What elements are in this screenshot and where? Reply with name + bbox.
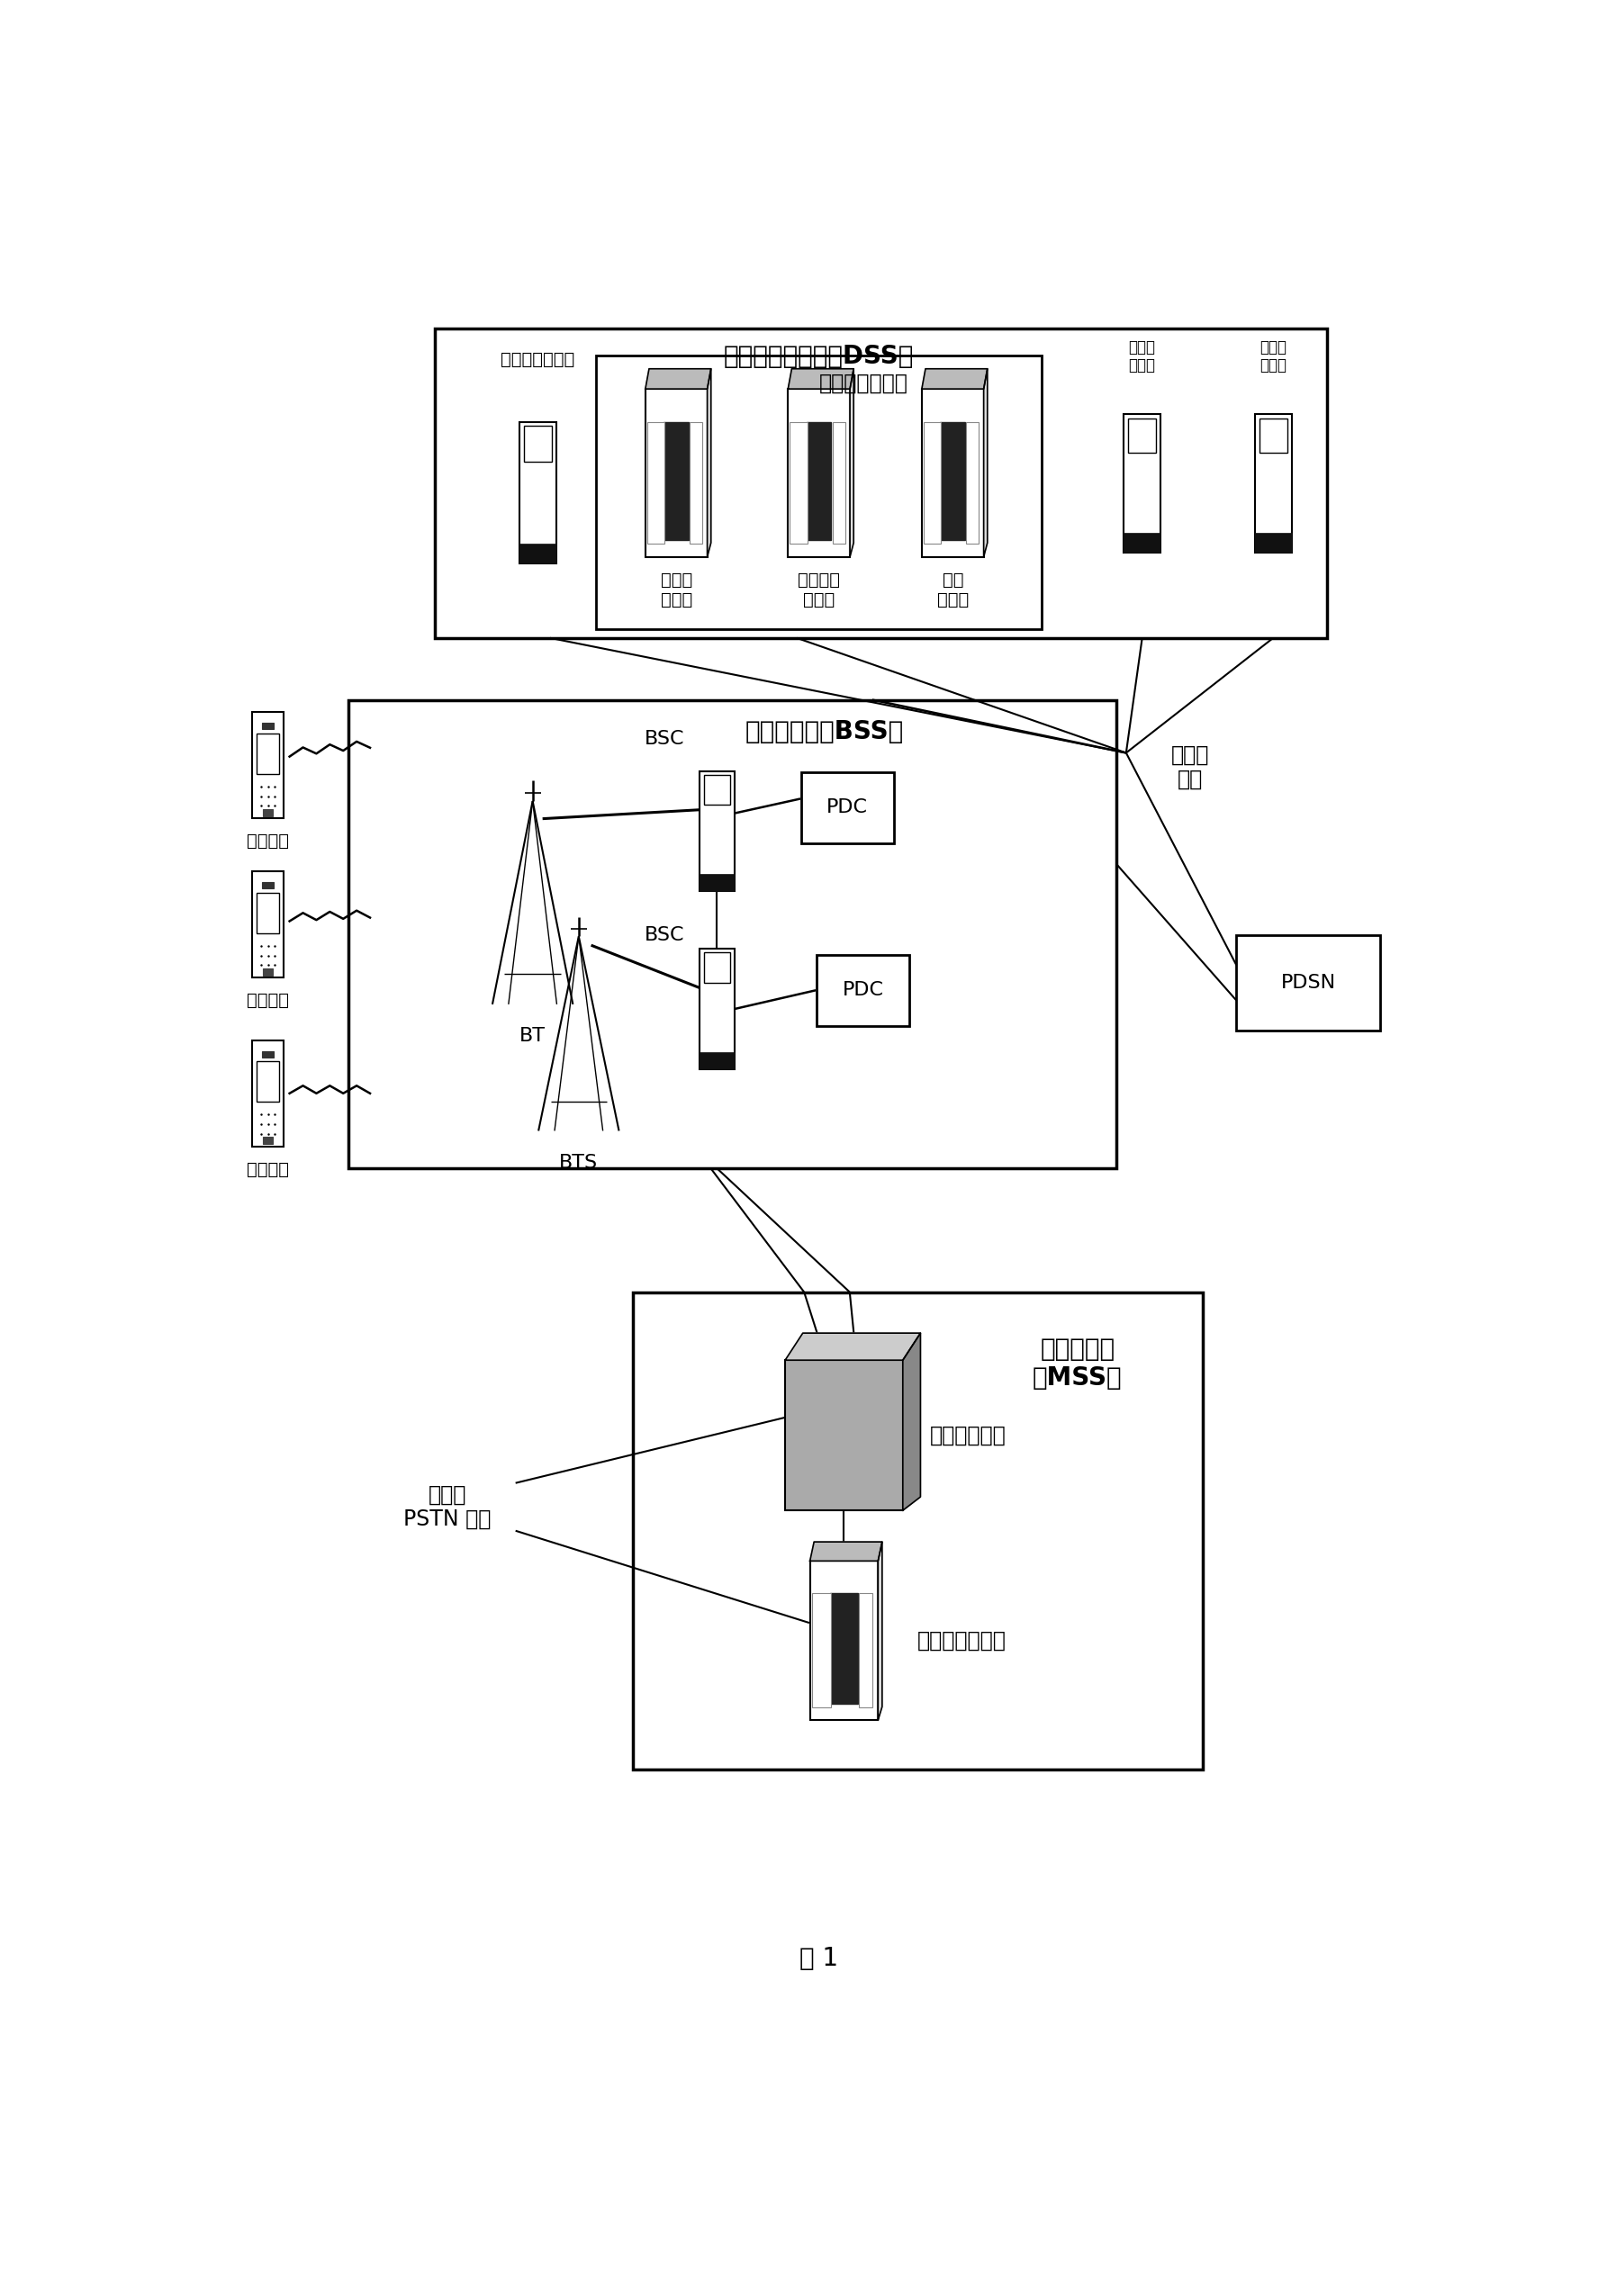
Bar bbox=[435, 328, 1326, 638]
Text: BSC: BSC bbox=[646, 730, 686, 748]
Bar bbox=[1128, 418, 1155, 452]
Bar bbox=[789, 422, 807, 544]
Bar bbox=[264, 808, 273, 817]
Text: 集群调度服务器: 集群调度服务器 bbox=[500, 351, 575, 367]
Text: PDSN: PDSN bbox=[1280, 974, 1336, 992]
Polygon shape bbox=[785, 1334, 920, 1359]
Polygon shape bbox=[646, 370, 711, 388]
Bar bbox=[924, 422, 941, 544]
Bar bbox=[860, 1593, 873, 1708]
Bar bbox=[647, 422, 665, 544]
Text: PDC: PDC bbox=[842, 980, 884, 999]
Text: 集群鉴权服务器: 集群鉴权服务器 bbox=[820, 372, 908, 395]
Polygon shape bbox=[984, 370, 988, 558]
Bar bbox=[1254, 413, 1291, 553]
Text: 图 1: 图 1 bbox=[799, 1947, 839, 1972]
Bar bbox=[519, 422, 556, 563]
Polygon shape bbox=[708, 370, 711, 558]
Bar bbox=[812, 1593, 831, 1708]
Text: 交换子系统
（MSS）: 交换子系统 （MSS） bbox=[1032, 1336, 1122, 1391]
Bar bbox=[705, 953, 730, 983]
Bar bbox=[785, 1359, 903, 1511]
Bar bbox=[700, 771, 733, 891]
Text: 集群终端: 集群终端 bbox=[246, 992, 289, 1010]
Bar bbox=[833, 422, 845, 544]
Bar bbox=[262, 723, 275, 730]
Polygon shape bbox=[877, 1543, 882, 1720]
Bar bbox=[264, 1137, 273, 1143]
Bar bbox=[252, 712, 283, 817]
Bar bbox=[646, 388, 708, 558]
Polygon shape bbox=[788, 370, 853, 388]
Text: 集群终端: 集群终端 bbox=[246, 1162, 289, 1178]
Text: 调度台
客户端: 调度台 客户端 bbox=[1259, 340, 1286, 374]
Bar bbox=[256, 735, 280, 774]
Text: BSC: BSC bbox=[646, 925, 686, 944]
Bar bbox=[922, 388, 984, 558]
Text: BT: BT bbox=[519, 1026, 545, 1045]
Text: 移动交换中心: 移动交换中心 bbox=[930, 1424, 1007, 1446]
Bar bbox=[807, 422, 831, 540]
Bar bbox=[831, 1593, 858, 1704]
Bar bbox=[633, 1293, 1203, 1770]
Bar bbox=[1237, 934, 1381, 1031]
Bar bbox=[1123, 413, 1160, 553]
Bar bbox=[705, 774, 730, 804]
Bar bbox=[596, 356, 1042, 629]
Bar bbox=[519, 544, 556, 563]
Polygon shape bbox=[810, 1543, 882, 1561]
Text: 集群终端: 集群终端 bbox=[246, 833, 289, 850]
Text: 组注册
数据库: 组注册 数据库 bbox=[660, 572, 692, 608]
Bar bbox=[1254, 533, 1291, 553]
Bar bbox=[252, 1040, 283, 1146]
Bar bbox=[256, 1061, 280, 1102]
Bar bbox=[700, 1052, 733, 1070]
Text: BTS: BTS bbox=[559, 1153, 598, 1171]
Text: 安全
服务器: 安全 服务器 bbox=[936, 572, 968, 608]
Bar bbox=[1259, 418, 1286, 452]
Text: 运营商
PSTN 网络: 运营商 PSTN 网络 bbox=[404, 1483, 491, 1529]
Bar bbox=[256, 893, 280, 932]
Text: 归属位置寄存器: 归属位置寄存器 bbox=[917, 1630, 1007, 1651]
Bar bbox=[262, 882, 275, 889]
Bar bbox=[252, 872, 283, 978]
Bar bbox=[524, 427, 551, 461]
Bar bbox=[262, 1052, 275, 1056]
Bar bbox=[817, 955, 909, 1026]
Bar bbox=[663, 422, 689, 540]
Polygon shape bbox=[922, 370, 988, 388]
Text: 调度台
服务器: 调度台 服务器 bbox=[1128, 340, 1155, 374]
Bar bbox=[700, 948, 733, 1070]
Bar bbox=[788, 388, 850, 558]
Text: 调度位置
服务器: 调度位置 服务器 bbox=[797, 572, 841, 608]
Bar bbox=[940, 422, 965, 540]
Text: 基站子系统（BSS）: 基站子系统（BSS） bbox=[745, 719, 904, 744]
Bar bbox=[801, 771, 893, 843]
Bar bbox=[264, 969, 273, 976]
Polygon shape bbox=[850, 370, 853, 558]
Polygon shape bbox=[903, 1334, 920, 1511]
Text: 集群调度子系统（DSS）: 集群调度子系统（DSS） bbox=[724, 344, 914, 370]
Bar bbox=[700, 875, 733, 891]
Bar bbox=[348, 700, 1117, 1169]
Text: PDC: PDC bbox=[826, 799, 868, 817]
Text: 运营商
网络: 运营商 网络 bbox=[1171, 744, 1210, 790]
Bar bbox=[967, 422, 978, 544]
Bar bbox=[1123, 533, 1160, 553]
Bar bbox=[810, 1561, 877, 1720]
Bar bbox=[690, 422, 702, 544]
